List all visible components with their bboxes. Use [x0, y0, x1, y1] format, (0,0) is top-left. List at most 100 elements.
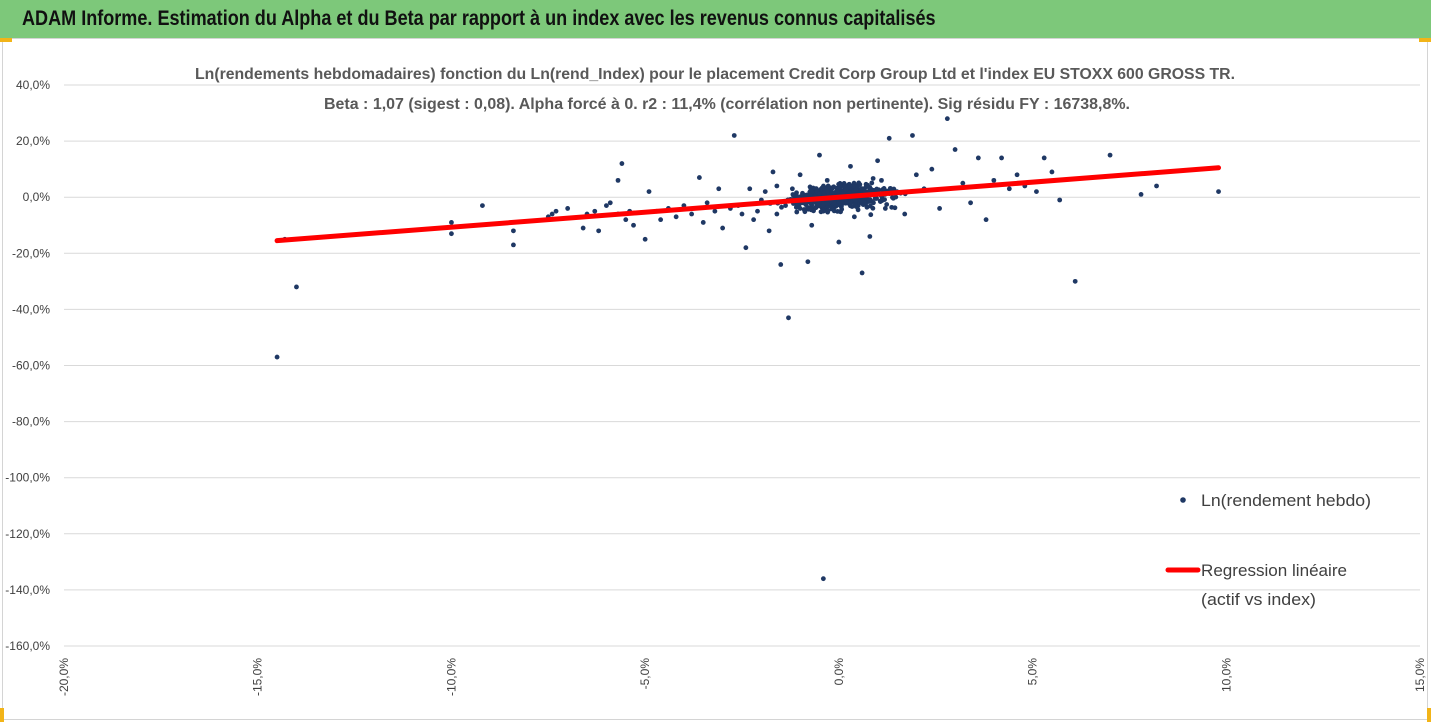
data-point: [1138, 191, 1144, 197]
data-point: [913, 172, 919, 178]
data-point: [848, 163, 853, 169]
data-point: [952, 147, 958, 152]
data-point: [700, 220, 706, 225]
data-point: [835, 209, 840, 214]
y-axis-labels: 40,0% 20,0% 0,0% -20,0% -40,0% -60,0% -80,0% -1…: [5, 78, 50, 653]
data-point: [859, 270, 865, 276]
corner-accent-bottom-left: [0, 708, 4, 722]
data-point: [294, 284, 299, 290]
data-point: [870, 205, 876, 211]
data-point: [766, 228, 772, 234]
data-point: [580, 225, 586, 231]
data-point: [809, 222, 815, 228]
data-point: [779, 204, 784, 210]
data-point: [604, 203, 609, 209]
data-point: [797, 172, 803, 178]
data-point: [800, 190, 805, 196]
data-point: [890, 195, 895, 200]
data-point: [1049, 169, 1055, 175]
data-point: [511, 228, 516, 234]
legend-points-label: Ln(rendement hebdo): [1201, 491, 1371, 510]
data-point: [817, 191, 822, 197]
data-point: [712, 208, 718, 214]
data-point: [511, 242, 516, 248]
data-point: [449, 220, 454, 225]
data-point: [859, 186, 864, 192]
data-point: [824, 177, 830, 183]
data-point: [831, 184, 837, 190]
y-tick-label: -160,0%: [5, 639, 50, 653]
data-point: [480, 203, 485, 209]
data-point: [783, 203, 788, 208]
data-point: [743, 245, 749, 251]
report-title: ADAM Informe. Estimation du Alpha et du …: [22, 7, 936, 30]
data-point: [673, 214, 679, 220]
data-point: [1014, 172, 1020, 178]
x-tick-label: 15,0%: [1413, 658, 1427, 692]
data-point: [999, 155, 1004, 161]
data-point: [868, 212, 874, 218]
data-point: [991, 177, 997, 183]
data-point: [646, 189, 652, 194]
data-point: [274, 354, 280, 360]
data-point: [794, 209, 800, 215]
data-point: [877, 199, 883, 205]
data-point: [795, 201, 801, 207]
data-point: [852, 197, 858, 203]
data-point: [884, 202, 890, 207]
data-point: [716, 186, 722, 192]
data-point: [553, 208, 559, 214]
data-point: [801, 207, 807, 212]
data-point: [983, 217, 989, 223]
data-point: [819, 185, 825, 191]
data-point: [449, 231, 454, 237]
data-point: [619, 161, 625, 166]
data-point: [857, 182, 863, 187]
data-point: [807, 206, 812, 212]
data-point: [790, 192, 796, 197]
x-tick-label: 5,0%: [1026, 658, 1040, 686]
data-point: [824, 187, 830, 193]
data-point: [824, 201, 830, 206]
data-point: [596, 228, 602, 234]
data-point: [755, 208, 760, 214]
data-point: [960, 180, 966, 186]
data-point: [836, 239, 842, 245]
x-tick-label: 10,0%: [1219, 658, 1233, 692]
data-point: [892, 205, 898, 211]
regression-line: [274, 165, 1222, 244]
data-point: [1107, 152, 1113, 158]
chart-frame: [2, 38, 1428, 720]
data-point: [1216, 189, 1221, 194]
data-point: [774, 183, 780, 189]
data-point: [853, 187, 859, 193]
y-tick-label: 0,0%: [23, 190, 51, 204]
data-point: [867, 197, 873, 203]
corner-accent-bottom-right: [1427, 708, 1431, 722]
data-point: [843, 187, 849, 193]
data-point: [870, 176, 876, 181]
data-point: [704, 200, 710, 206]
data-point: [855, 207, 861, 213]
legend: Ln(rendement hebdo) Regression linéaire …: [1165, 491, 1371, 609]
data-point: [825, 183, 831, 189]
data-point: [762, 189, 768, 194]
corner-accent-top-right: [1419, 38, 1431, 42]
legend-regression-label-1: Regression linéaire: [1201, 561, 1347, 580]
data-point: [689, 211, 695, 217]
data-point: [975, 155, 981, 161]
data-point: [829, 206, 835, 212]
data-point: [839, 198, 845, 204]
y-tick-label: 20,0%: [16, 134, 50, 148]
data-point: [1041, 155, 1047, 161]
legend-regression-label-2: (actif vs index): [1201, 590, 1316, 609]
data-point: [789, 186, 795, 192]
x-axis-labels: -20,0% -15,0% -10,0% -5,0% 0,0% 5,0% 10,0% 15,0…: [57, 658, 1427, 696]
x-tick-label: -5,0%: [638, 658, 652, 690]
data-point: [808, 188, 814, 194]
data-point: [751, 217, 757, 223]
x-tick-label: -20,0%: [57, 658, 71, 696]
data-point: [829, 189, 835, 195]
data-point: [910, 133, 915, 138]
